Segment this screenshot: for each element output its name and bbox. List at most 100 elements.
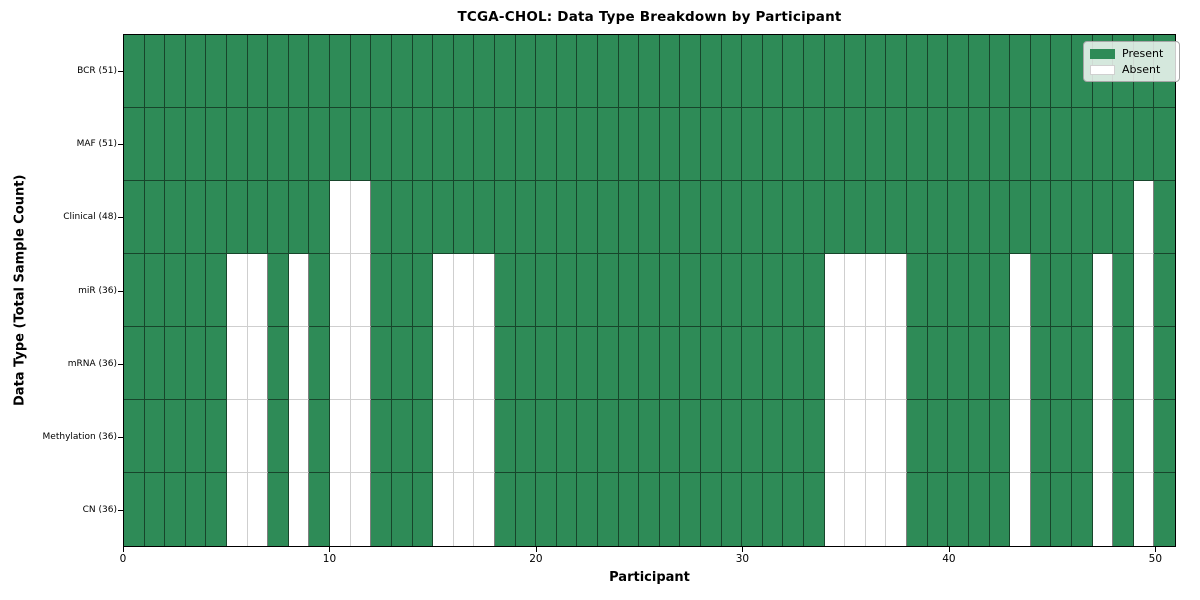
heatmap-cell <box>783 108 805 181</box>
heatmap-cell <box>639 181 660 254</box>
heatmap-cell <box>1092 181 1114 254</box>
y-tick-label: Methylation (36) <box>42 432 117 443</box>
heatmap-cell <box>927 473 949 546</box>
heatmap-cell <box>742 327 763 400</box>
heatmap-cell <box>1133 108 1155 181</box>
heatmap-cell <box>721 35 743 108</box>
heatmap-cell <box>391 35 413 108</box>
heatmap-cell <box>948 35 969 108</box>
heatmap-cell <box>1071 327 1093 400</box>
heatmap-cell <box>721 254 743 327</box>
heatmap-cell <box>288 35 310 108</box>
heatmap-cell <box>371 108 392 181</box>
heatmap-cell <box>1113 473 1134 546</box>
heatmap-cell <box>1133 327 1155 400</box>
heatmap-cell <box>948 473 969 546</box>
heatmap-cell <box>948 400 969 473</box>
heatmap-cell <box>968 35 990 108</box>
heatmap-cell <box>742 35 763 108</box>
heatmap-cell <box>845 35 866 108</box>
heatmap-cell <box>907 327 928 400</box>
heatmap-cell <box>433 254 454 327</box>
heatmap-cell <box>1051 108 1072 181</box>
heatmap-cell <box>1113 108 1134 181</box>
heatmap-cell <box>618 400 640 473</box>
heatmap-cell <box>639 108 660 181</box>
heatmap-cell <box>391 400 413 473</box>
heatmap-cell <box>742 181 763 254</box>
heatmap-cell <box>453 473 475 546</box>
x-tick-mark <box>123 547 124 552</box>
heatmap-cell <box>309 254 331 327</box>
heatmap-cell <box>927 35 949 108</box>
heatmap-cell <box>927 181 949 254</box>
y-tick-mark <box>118 217 123 219</box>
heatmap-cell <box>371 473 392 546</box>
heatmap-cell <box>824 254 846 327</box>
heatmap-cell <box>330 181 351 254</box>
heatmap-cell <box>556 35 578 108</box>
heatmap-cell <box>185 400 207 473</box>
heatmap-cell <box>536 473 557 546</box>
heatmap-cell <box>206 181 228 254</box>
y-tick-label: Clinical (48) <box>63 212 117 223</box>
heatmap-cell <box>1010 254 1031 327</box>
heatmap-cell <box>165 35 186 108</box>
heatmap-cell <box>989 473 1011 546</box>
heatmap-cell <box>556 181 578 254</box>
heatmap-cell <box>330 400 351 473</box>
heatmap-cell <box>618 181 640 254</box>
heatmap-cell <box>1092 327 1114 400</box>
heatmap-cell <box>144 181 166 254</box>
heatmap-cell <box>701 35 722 108</box>
heatmap-cell <box>474 108 495 181</box>
heatmap-cell <box>1133 473 1155 546</box>
heatmap-cell <box>309 108 331 181</box>
heatmap-cell <box>1092 108 1114 181</box>
heatmap-cell <box>453 400 475 473</box>
heatmap-cell <box>865 35 887 108</box>
heatmap-cell <box>371 35 392 108</box>
y-tick-label: miR (36) <box>78 285 117 296</box>
heatmap-cell <box>618 254 640 327</box>
heatmap-cell <box>865 181 887 254</box>
heatmap-cell <box>804 473 825 546</box>
heatmap-cell <box>515 254 537 327</box>
heatmap-cell <box>391 108 413 181</box>
heatmap-cell <box>1030 108 1052 181</box>
heatmap-cell <box>1154 254 1175 327</box>
heatmap-cell <box>597 181 619 254</box>
heatmap-cell <box>1154 181 1175 254</box>
legend-label-absent: Absent <box>1122 63 1161 76</box>
heatmap-cell <box>350 35 372 108</box>
heatmap-cell <box>762 108 784 181</box>
heatmap-cell <box>721 327 743 400</box>
heatmap-cell <box>1071 254 1093 327</box>
heatmap-cell <box>268 473 289 546</box>
heatmap-cell <box>1113 327 1134 400</box>
heatmap-cell <box>247 254 269 327</box>
heatmap-cell <box>474 181 495 254</box>
heatmap-cell <box>453 254 475 327</box>
heatmap-cell <box>556 254 578 327</box>
heatmap-cell <box>350 108 372 181</box>
legend-entry-present: Present <box>1090 48 1173 59</box>
heatmap-cell <box>165 400 186 473</box>
heatmap-cell <box>144 108 166 181</box>
heatmap-cell <box>536 181 557 254</box>
heatmap-cell <box>701 327 722 400</box>
y-tick-label: CN (36) <box>82 505 117 516</box>
heatmap-cell <box>865 108 887 181</box>
heatmap-cell <box>494 327 516 400</box>
heatmap-cell <box>474 400 495 473</box>
heatmap-cell <box>762 473 784 546</box>
heatmap-cell <box>124 35 145 108</box>
heatmap-cell <box>783 473 805 546</box>
x-tick-mark <box>1155 547 1157 552</box>
heatmap-cell <box>948 327 969 400</box>
heatmap-cell <box>948 181 969 254</box>
heatmap-cell <box>659 327 681 400</box>
heatmap-cell <box>989 400 1011 473</box>
x-tick-label: 40 <box>942 553 956 565</box>
heatmap-cell <box>268 108 289 181</box>
